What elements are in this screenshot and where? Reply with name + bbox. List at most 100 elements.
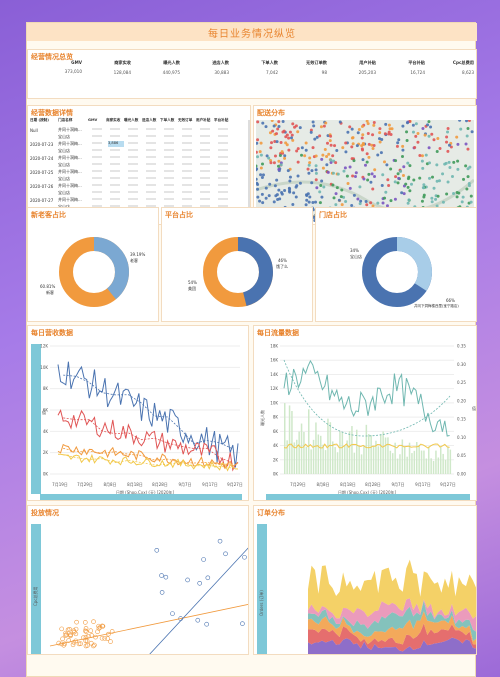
map-point[interactable] — [277, 124, 281, 128]
traffic-bar[interactable] — [401, 439, 404, 474]
map-point[interactable] — [385, 163, 389, 167]
map-point[interactable] — [452, 160, 456, 164]
table-header[interactable]: 日期 (按制) — [30, 118, 49, 122]
ads-point[interactable] — [56, 640, 62, 646]
table-header[interactable]: 无效订单 — [178, 118, 193, 122]
map-point[interactable] — [397, 138, 401, 142]
map-point[interactable] — [278, 197, 282, 201]
map-point[interactable] — [329, 161, 333, 165]
map-point[interactable] — [465, 187, 469, 191]
map-point[interactable] — [264, 186, 268, 190]
map-point[interactable] — [372, 143, 376, 147]
map-point[interactable] — [356, 131, 360, 135]
traffic-bar[interactable] — [437, 457, 440, 474]
map-point[interactable] — [427, 146, 431, 150]
map-point[interactable] — [466, 175, 470, 179]
map-point[interactable] — [332, 196, 336, 200]
map-point[interactable] — [430, 132, 434, 136]
map-point[interactable] — [382, 160, 386, 164]
map-point[interactable] — [358, 202, 362, 206]
map-point[interactable] — [315, 135, 319, 139]
traffic-bar[interactable] — [420, 450, 423, 474]
map-point[interactable] — [274, 194, 278, 198]
revenue-series-line[interactable] — [57, 409, 239, 472]
map-point[interactable] — [418, 154, 422, 158]
traffic-bar[interactable] — [406, 456, 408, 474]
map-point[interactable] — [311, 201, 315, 205]
map-point[interactable] — [335, 148, 339, 152]
map-point[interactable] — [314, 168, 318, 172]
table-row[interactable]: 2020-07-25 井冈十洞梅... — [30, 168, 244, 176]
map-point[interactable] — [381, 201, 385, 205]
map-point[interactable] — [358, 185, 362, 189]
map-point[interactable] — [256, 167, 259, 171]
map-point[interactable] — [294, 195, 298, 199]
map-point[interactable] — [283, 156, 287, 160]
map-point[interactable] — [268, 182, 272, 186]
traffic-bar[interactable] — [384, 437, 387, 474]
map-point[interactable] — [352, 193, 356, 197]
traffic-bar[interactable] — [368, 434, 370, 474]
table-row[interactable]: 2020-07-26 井冈十洞梅... — [30, 182, 244, 190]
traffic-bar[interactable] — [348, 431, 351, 474]
ads-point[interactable] — [163, 574, 169, 580]
map-point[interactable] — [261, 173, 265, 177]
map-point[interactable] — [465, 134, 469, 138]
map-point[interactable] — [359, 199, 363, 203]
map-point[interactable] — [308, 161, 312, 165]
map-point[interactable] — [435, 163, 439, 167]
traffic-bar[interactable] — [346, 440, 348, 474]
traffic-bar[interactable] — [444, 459, 447, 474]
table-header[interactable]: 进店人数 — [142, 118, 157, 122]
map-point[interactable] — [396, 141, 400, 145]
map-point[interactable] — [329, 134, 333, 138]
map-point[interactable] — [420, 199, 424, 203]
map-point[interactable] — [423, 133, 427, 137]
map-point[interactable] — [339, 195, 343, 199]
map-point[interactable] — [314, 154, 318, 158]
map-point[interactable] — [361, 133, 365, 137]
ads-point[interactable] — [195, 617, 201, 623]
map-point[interactable] — [340, 203, 344, 207]
map-point[interactable] — [319, 125, 323, 129]
table-row[interactable]: 宝山店 — [30, 147, 244, 155]
map-point[interactable] — [344, 150, 348, 154]
map-point[interactable] — [342, 195, 346, 199]
map-point[interactable] — [264, 196, 268, 200]
table-header[interactable]: GMV — [88, 118, 98, 122]
map-point[interactable] — [372, 120, 376, 124]
map-point[interactable] — [446, 149, 450, 153]
map-point[interactable] — [357, 127, 361, 131]
traffic-bar[interactable] — [317, 434, 320, 474]
map-point[interactable] — [369, 201, 373, 205]
map-point[interactable] — [432, 138, 436, 142]
table-header[interactable]: 平台补贴 — [214, 118, 229, 122]
traffic-bar[interactable] — [353, 452, 356, 474]
map-point[interactable] — [323, 148, 327, 152]
map-point[interactable] — [462, 177, 466, 181]
map-point[interactable] — [402, 192, 406, 196]
map-point[interactable] — [260, 192, 264, 196]
map-point[interactable] — [277, 188, 281, 192]
traffic-bar[interactable] — [396, 458, 399, 474]
table-row[interactable]: 宝山店 — [30, 161, 244, 169]
map-point[interactable] — [377, 137, 381, 141]
ads-point[interactable] — [91, 643, 96, 649]
map-point[interactable] — [422, 195, 426, 199]
map-point[interactable] — [394, 159, 398, 163]
map-point[interactable] — [287, 186, 291, 190]
map-point[interactable] — [469, 200, 473, 204]
ads-point[interactable] — [71, 640, 77, 645]
map-point[interactable] — [258, 150, 262, 154]
map-point[interactable] — [389, 199, 393, 203]
map-point[interactable] — [456, 167, 460, 171]
traffic-bar[interactable] — [442, 453, 444, 474]
map-point[interactable] — [296, 160, 300, 164]
traffic-bar[interactable] — [305, 446, 308, 474]
map-point[interactable] — [283, 189, 287, 193]
map-point[interactable] — [312, 216, 316, 220]
map-point[interactable] — [429, 125, 433, 129]
traffic-bar[interactable] — [322, 444, 324, 474]
orders-area-layer[interactable] — [308, 600, 477, 641]
traffic-bar[interactable] — [310, 449, 312, 474]
